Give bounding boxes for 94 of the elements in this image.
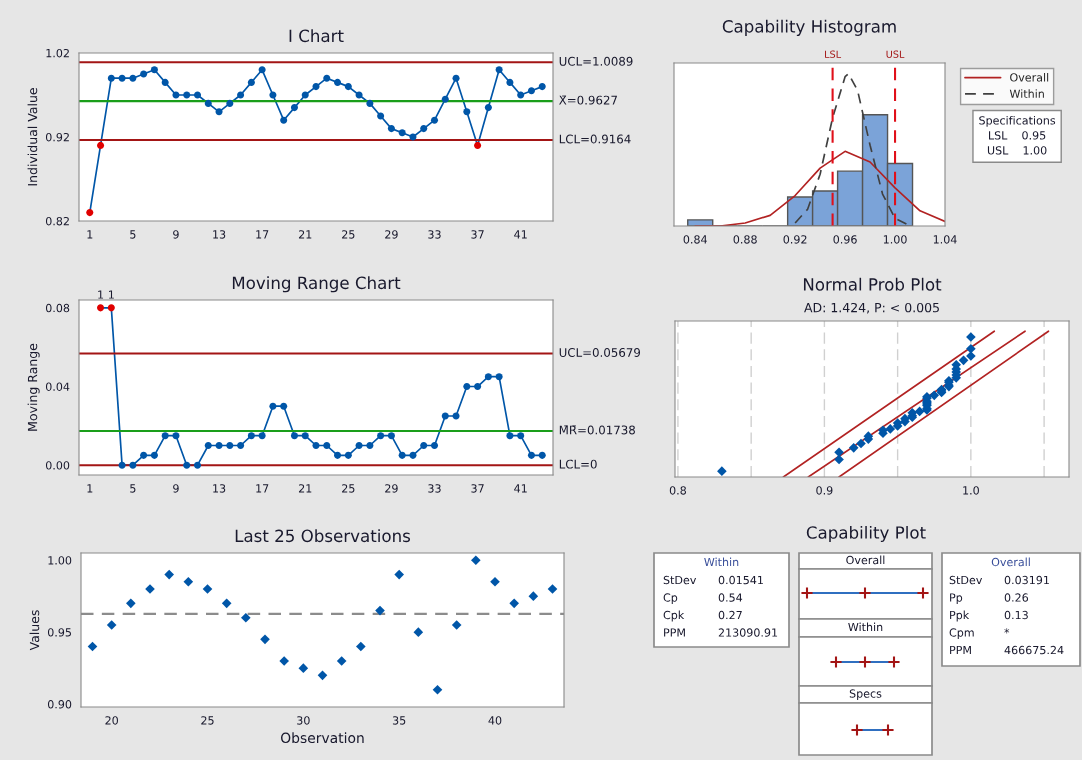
- text: Cpm: [949, 628, 974, 639]
- text: Specs: [849, 689, 882, 700]
- x-tick-label: 0.9: [816, 486, 833, 495]
- x-tick-label: 21: [298, 230, 312, 239]
- chart-title: I Chart: [289, 29, 344, 43]
- x-tick-label: 29: [385, 230, 398, 239]
- x-tick-label: 41: [514, 484, 527, 493]
- legend-label: Within: [1009, 89, 1044, 98]
- ref-line-label: UCL=0.05679: [559, 348, 641, 357]
- x-tick-label: 0.8: [669, 486, 686, 495]
- text: 0.26: [1004, 593, 1029, 602]
- annotation: 1: [109, 290, 114, 299]
- chart-title: Capability Histogram: [722, 19, 896, 36]
- x-tick-label: 40: [488, 716, 502, 725]
- chart-title: Last 25 Observations: [235, 529, 411, 543]
- chart-subtitle: AD: 1.424, P: < 0.005: [804, 302, 939, 314]
- text: Within: [848, 622, 883, 632]
- y-tick-label: 0.90: [47, 700, 72, 709]
- ref-line-label: LCL=0.9164: [559, 134, 631, 144]
- chart-title: Normal Prob Plot: [803, 277, 942, 291]
- text: PPM: [664, 628, 685, 637]
- ref-line-label: UCL=1.0089: [559, 56, 633, 66]
- legend-label: Overall: [1010, 73, 1049, 82]
- text: Cp: [663, 593, 678, 604]
- x-tick-label: 25: [342, 484, 355, 493]
- x-tick-label: 37: [471, 230, 484, 239]
- x-tick-label: 1: [87, 230, 93, 239]
- ref-line-label: M̄R̄=0.01738: [559, 425, 635, 435]
- ref-line-label: X̄=0.9627: [559, 95, 617, 105]
- text: LSL 0.95: [989, 131, 1046, 140]
- chart-title: Moving Range Chart: [232, 276, 401, 293]
- x-tick-label: 1.00: [883, 235, 907, 244]
- text: 466675.24: [1004, 645, 1064, 655]
- x-tick-label: 13: [213, 484, 226, 493]
- y-tick-label: 0.92: [45, 132, 69, 142]
- x-tick-label: 33: [428, 230, 441, 239]
- x-tick-label: 9: [173, 484, 179, 493]
- y-tick-label: 0.82: [45, 216, 69, 226]
- text: Capability Plot: [806, 525, 926, 543]
- x-tick-label: 5: [130, 230, 136, 239]
- ref-line-label: USL: [886, 50, 905, 58]
- text: USL 1.00: [987, 146, 1047, 155]
- x-tick-label: 25: [201, 716, 214, 725]
- x-tick-label: 35: [392, 716, 406, 725]
- text: Overall: [991, 557, 1030, 567]
- y-tick-label: 1.00: [48, 556, 72, 565]
- text: 0.03191: [1004, 575, 1049, 585]
- y-axis-title: Moving Range: [27, 343, 40, 431]
- text: StDev: [949, 575, 983, 585]
- x-tick-label: 1: [87, 484, 93, 493]
- x-tick-label: 41: [514, 230, 527, 239]
- text: Ppk: [950, 610, 970, 622]
- ref-line-label: LSL: [825, 50, 842, 58]
- x-tick-label: 17: [256, 484, 269, 493]
- x-axis-title: Observation: [280, 732, 364, 744]
- y-tick-label: 1.02: [46, 48, 69, 58]
- annotation: 1: [98, 290, 104, 299]
- x-tick-label: 1.0: [963, 486, 979, 495]
- ref-line-label: LCL=0: [559, 459, 597, 469]
- y-tick-label: 0.08: [45, 303, 70, 313]
- x-tick-label: 0.92: [783, 235, 807, 244]
- x-tick-label: 0.84: [683, 235, 707, 244]
- text: StDev: [663, 575, 697, 585]
- text: Pp: [950, 593, 963, 604]
- x-tick-label: 21: [298, 484, 312, 493]
- text: 213090.91: [718, 628, 778, 637]
- text: Within: [704, 557, 739, 567]
- y-axis-title: Individual Value: [27, 88, 38, 186]
- y-tick-label: 0.95: [47, 628, 71, 637]
- x-tick-label: 30: [297, 716, 310, 725]
- text: 0.13: [1004, 610, 1028, 620]
- text: PPM: [950, 645, 971, 655]
- x-tick-label: 17: [256, 230, 269, 239]
- x-tick-label: 13: [213, 230, 226, 239]
- text: Specifications: [979, 116, 1056, 127]
- x-tick-label: 33: [428, 484, 441, 493]
- text: 0.54: [718, 593, 743, 602]
- x-tick-label: 0.96: [833, 235, 857, 244]
- x-tick-label: 25: [342, 230, 355, 239]
- y-tick-label: 0.00: [45, 461, 70, 470]
- y-tick-label: 0.04: [45, 382, 70, 391]
- text: *: [1004, 628, 1010, 634]
- y-axis-title: Values: [29, 610, 40, 651]
- x-tick-label: 9: [173, 230, 179, 239]
- x-tick-label: 29: [385, 484, 398, 493]
- x-tick-label: 0.88: [733, 235, 757, 244]
- x-tick-label: 37: [471, 484, 484, 493]
- x-tick-label: 20: [105, 716, 118, 725]
- x-tick-label: 5: [130, 484, 136, 493]
- text: Overall: [846, 555, 885, 565]
- text: Cpk: [663, 610, 685, 622]
- text: 0.27: [718, 610, 742, 620]
- text: 0.01541: [718, 575, 763, 585]
- x-tick-label: 1.04: [933, 235, 957, 244]
